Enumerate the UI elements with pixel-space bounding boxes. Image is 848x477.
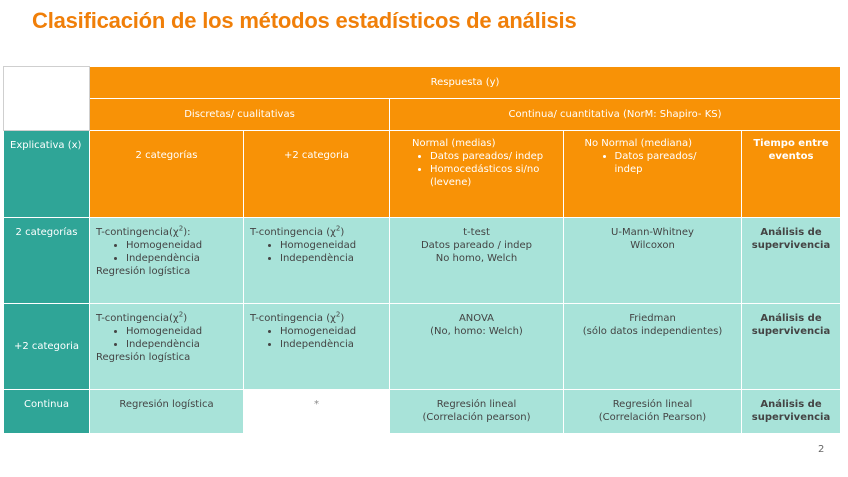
regresion-logistica: Regresión logística [96,352,191,363]
cell-r2-nonormal: Friedman (sólo datos independientes) [563,303,742,390]
row-label-mas-2-categoria: +2 categoria [3,303,90,390]
list-item: Homogeneidad [280,325,385,338]
normal-item: Homocedásticos si/no (levene) [430,163,563,189]
methods-table: Respuesta (y) Discretas/ cualitativas Co… [3,66,842,434]
list-item: Homogeneidad [280,239,385,252]
header-discretas: Discretas/ cualitativas [89,98,390,131]
cell-r3-normal: Regresión lineal (Correlación pearson) [389,389,564,434]
header-normal: Normal (medias) Datos pareados/ indep Ho… [389,130,564,218]
cell-r3-tiempo: Análisis de supervivencia [740,389,842,434]
corner-cell [3,66,90,131]
cell-r1-tiempo: Análisis de supervivencia [740,217,842,304]
row-label-continua: Continua [3,389,90,434]
nonormal-title: No Normal (mediana) [584,138,693,149]
list-item: Homogeneidad [126,239,239,252]
cell-r3-discretas-2cat: Regresión logística [89,389,244,434]
cell-r2-normal: ANOVA (No, homo: Welch) [389,303,564,390]
normal-title: Normal (medias) [412,138,496,149]
list-item: Homogeneidad [126,325,239,338]
cell-r2-discretas-more: T-contingencia (χ2) HomogeneidadIndepend… [243,303,390,390]
list-item: Independència [126,252,239,265]
cell-r1-discretas-2cat: T-contingencia(χ2): HomogeneidadIndepend… [89,217,244,304]
list-item: Independència [280,338,385,351]
cell-r1-nonormal: U-Mann-Whitney Wilcoxon [563,217,742,304]
slide-title: Clasificación de los métodos estadístico… [32,8,577,33]
header-respuesta: Respuesta (y) [88,66,842,99]
cell-r1-normal: t-test Datos pareado / indep No homo, Welc… [389,217,564,304]
header-explicativa: Explicativa (x) [3,130,90,218]
header-tiempo: Tiempo entre eventos [740,130,842,218]
cell-r3-nonormal: Regresión lineal (Correlación Pearson) [563,389,742,434]
header-2-categorias: 2 categorías [89,130,244,218]
regresion-logistica: Regresión logística [96,266,191,277]
page-number: 2 [818,444,825,455]
list-item: Independència [280,252,385,265]
cell-r2-tiempo: Análisis de supervivencia [740,303,842,390]
header-continua: Continua/ cuantitativa (NorM: Shapiro- K… [388,98,842,131]
normal-item: Datos pareados/ indep [430,150,563,163]
cell-r3-discretas-more: * [243,389,390,434]
nonormal-item: Datos pareados/ indep [615,150,725,176]
row-label-2-categorias: 2 categorías [3,217,90,304]
cell-r1-discretas-more: T-contingencia (χ2) HomogeneidadIndepend… [243,217,390,304]
list-item: Independència [126,338,239,351]
header-mas-2-categoria: +2 categoria [243,130,390,218]
header-no-normal: No Normal (mediana) Datos pareados/ inde… [563,130,742,218]
cell-r2-discretas-2cat: T-contingencia(χ2) HomogeneidadIndependè… [89,303,244,390]
